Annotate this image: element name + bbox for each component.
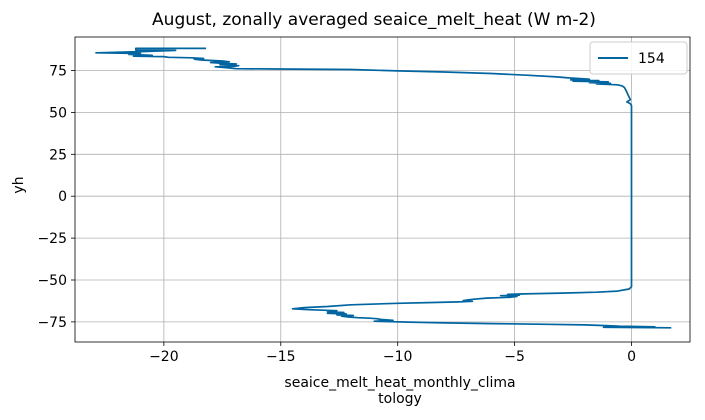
plot-frame <box>74 36 691 343</box>
y-axis-label: yh <box>11 176 27 193</box>
y-tick-label: −50 <box>37 273 67 289</box>
x-tick-label: −20 <box>149 349 179 365</box>
y-tick-label: 0 <box>58 189 67 205</box>
x-tick-label: 0 <box>627 349 636 365</box>
legend-box <box>589 41 688 75</box>
x-axis-label-line-2: tology <box>378 391 422 407</box>
legend-label: 154 <box>638 51 665 67</box>
y-tick-label: −25 <box>37 231 67 247</box>
chart-title: August, zonally averaged seaice_melt_hea… <box>152 10 596 30</box>
y-tick-label: 75 <box>49 64 67 80</box>
x-tick-label: −15 <box>266 349 296 365</box>
y-tick-label: 25 <box>49 147 67 163</box>
plot-area <box>95 47 672 329</box>
y-tick-label: 50 <box>49 105 67 121</box>
y-tick-label: −75 <box>37 315 67 331</box>
x-tick-label: −10 <box>383 349 413 365</box>
x-tick-label: −5 <box>504 349 525 365</box>
series-line-154 <box>95 47 672 329</box>
x-axis-label-line-1: seaice_melt_heat_monthly_clima <box>284 375 515 391</box>
grid <box>75 37 690 342</box>
legend: 154 <box>589 41 688 75</box>
